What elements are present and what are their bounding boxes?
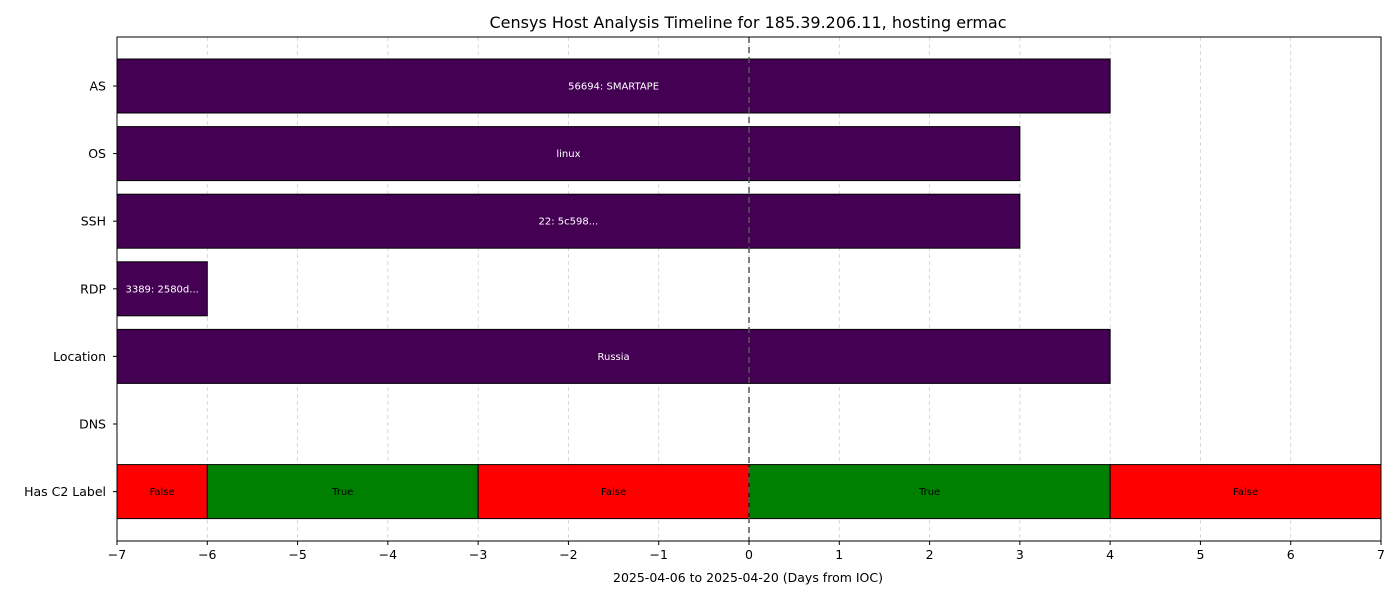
- x-tick-label: −1: [649, 547, 667, 562]
- bar-label: 22: 5c598...: [539, 217, 599, 228]
- y-tick-label: Has C2 Label: [24, 484, 106, 499]
- y-tick-label: AS: [90, 79, 107, 94]
- x-tick-label: 4: [1106, 547, 1114, 562]
- y-tick-label: OS: [88, 146, 106, 161]
- x-tick-label: −5: [288, 547, 306, 562]
- bar-label: True: [331, 487, 353, 498]
- bar-segment: [206, 464, 479, 520]
- x-tick-label: −2: [559, 547, 577, 562]
- bar-segment: [116, 193, 1021, 249]
- x-tick-label: −6: [198, 547, 216, 562]
- bar-label: True: [918, 487, 940, 498]
- y-tick-label: DNS: [79, 417, 106, 432]
- bar-segment: [116, 126, 1021, 182]
- x-tick-label: −4: [379, 547, 397, 562]
- bar-label: False: [601, 487, 626, 498]
- x-tick-label: 3: [1016, 547, 1024, 562]
- x-tick-label: −7: [108, 547, 126, 562]
- bar-label: 3389: 2580d...: [125, 284, 198, 295]
- x-tick-label: 7: [1377, 547, 1385, 562]
- x-tick-label: −3: [469, 547, 487, 562]
- bar-segment: [116, 261, 208, 317]
- bar-segment: [1109, 464, 1382, 520]
- bar-segment: [116, 328, 1111, 384]
- y-tick-label: SSH: [81, 214, 106, 229]
- y-tick-label: Location: [53, 349, 106, 364]
- bar-label: linux: [556, 149, 580, 160]
- y-tick-label: RDP: [80, 281, 106, 296]
- bar-label: False: [1233, 487, 1258, 498]
- bar-label: 56694: SMARTAPE: [568, 82, 659, 93]
- x-tick-label: 5: [1196, 547, 1204, 562]
- x-tick-label: 2: [926, 547, 934, 562]
- x-tick-label: 0: [745, 547, 753, 562]
- bar-label: Russia: [597, 352, 629, 363]
- bar-segment: [748, 464, 1111, 520]
- chart-title: Censys Host Analysis Timeline for 185.39…: [489, 13, 1006, 32]
- bar-label: False: [150, 487, 175, 498]
- x-tick-label: 1: [835, 547, 843, 562]
- x-axis-label: 2025-04-06 to 2025-04-20 (Days from IOC): [613, 570, 883, 585]
- bar-segment: [116, 464, 208, 520]
- y-axis: AS OS SSH RDP Location DNS Has C2 Label: [24, 79, 117, 499]
- bar-segment: [116, 58, 1111, 114]
- bars: 56694: SMARTAPE linux 22: 5c598... 3389: 25…: [116, 58, 1382, 520]
- x-tick-label: 6: [1287, 547, 1295, 562]
- x-axis: −7 −6 −5 −4 −3 −2 −1 0 1 2 3 4 5 6 7: [108, 541, 1385, 562]
- bar-segment: [477, 464, 750, 520]
- grid-lines: [206, 37, 1292, 541]
